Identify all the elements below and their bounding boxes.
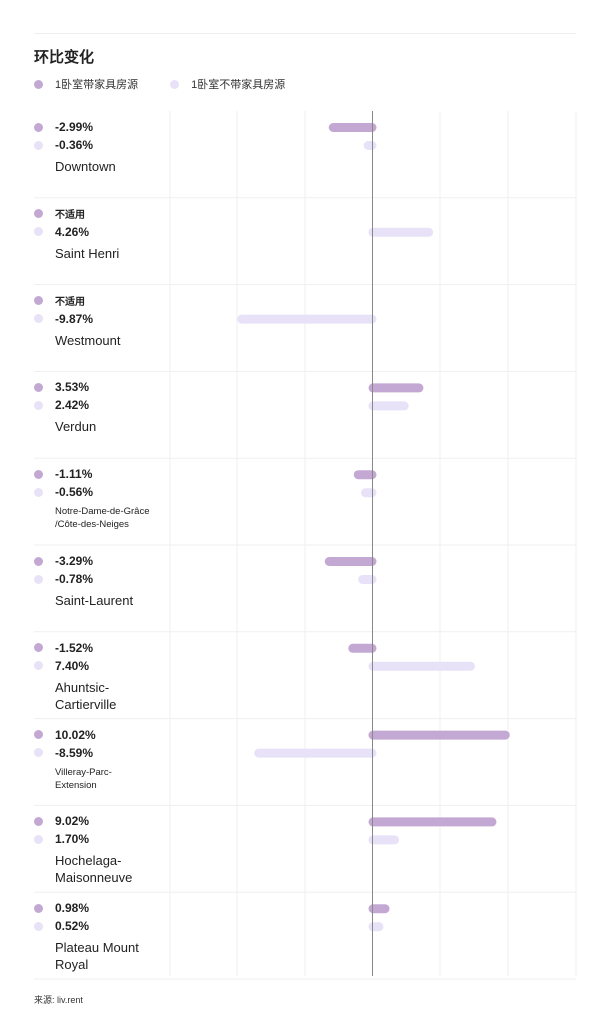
row-label: -1.52% 7.40% Ahuntsic- Cartierville — [34, 639, 165, 713]
value-line: -8.59% — [34, 744, 175, 762]
value-line: -0.36% — [34, 136, 165, 154]
bar-furnished — [369, 383, 424, 392]
value-line: -1.52% — [34, 639, 165, 657]
value-label: -0.36% — [55, 138, 93, 152]
row-label: 9.02% 1.70% Hochelaga- Maisonneuve — [34, 812, 165, 886]
value-label: 2.42% — [55, 398, 89, 412]
series-dot — [34, 904, 43, 913]
value-label: 4.26% — [55, 225, 89, 239]
value-line: 0.98% — [34, 899, 165, 917]
series-dot — [34, 209, 43, 218]
bar-unfurnished — [369, 401, 409, 410]
row-label: -1.11% -0.56% Notre-Dame-de-Grâce/Côte-des… — [34, 465, 175, 531]
bar-unfurnished — [369, 922, 384, 931]
category-label: Hochelaga- Maisonneuve — [55, 852, 165, 886]
value-line: -1.11% — [34, 465, 175, 483]
series-dot — [34, 557, 43, 566]
bar-furnished — [325, 557, 377, 566]
series-dot — [34, 470, 43, 479]
value-label: -9.87% — [55, 312, 93, 326]
value-label: -0.56% — [55, 485, 93, 499]
category-label: Villeray-Parc- Extension — [55, 766, 175, 792]
source-note: 来源: liv.rent — [34, 993, 83, 1006]
value-label: 不适用 — [55, 293, 85, 308]
bar-unfurnished — [358, 575, 376, 584]
category-label: Ahuntsic- Cartierville — [55, 679, 165, 713]
bar-furnished — [369, 817, 497, 826]
bar-furnished — [354, 470, 377, 479]
category-label: Saint Henri — [55, 245, 165, 262]
value-label: -3.29% — [55, 554, 93, 568]
value-label: -8.59% — [55, 746, 93, 760]
series-dot — [34, 401, 43, 410]
value-label: 3.53% — [55, 380, 89, 394]
value-line: 不适用 — [34, 205, 165, 223]
series-dot — [34, 123, 43, 132]
series-dot — [34, 575, 43, 584]
series-dot — [34, 141, 43, 150]
value-label: -1.52% — [55, 641, 93, 655]
series-dot — [34, 296, 43, 305]
row-label: 不适用 4.26% Saint Henri — [34, 205, 165, 262]
value-line: -9.87% — [34, 310, 165, 328]
bar-furnished — [369, 731, 510, 740]
bar-unfurnished — [237, 315, 376, 324]
value-label: 7.40% — [55, 659, 89, 673]
series-dot — [34, 748, 43, 757]
bar-furnished — [329, 123, 377, 132]
value-line: 1.70% — [34, 830, 165, 848]
series-dot — [34, 922, 43, 931]
row-label: -2.99% -0.36% Downtown — [34, 118, 165, 175]
value-line: 10.02% — [34, 726, 175, 744]
category-label: Westmount — [55, 332, 165, 349]
value-label: 1.70% — [55, 832, 89, 846]
series-dot — [34, 227, 43, 236]
value-line: 不适用 — [34, 292, 165, 310]
series-dot — [34, 383, 43, 392]
row-label: 不适用 -9.87% Westmount — [34, 292, 165, 349]
row-label: 3.53% 2.42% Verdun — [34, 378, 165, 435]
category-label: Downtown — [55, 158, 165, 175]
value-line: -3.29% — [34, 552, 165, 570]
category-label: Plateau Mount Royal — [55, 939, 165, 973]
value-line: 7.40% — [34, 657, 165, 675]
value-label: 不适用 — [55, 206, 85, 221]
series-dot — [34, 314, 43, 323]
series-dot — [34, 488, 43, 497]
bar-unfurnished — [254, 749, 376, 758]
bar-unfurnished — [361, 488, 376, 497]
value-line: 9.02% — [34, 812, 165, 830]
value-label: -1.11% — [55, 467, 92, 481]
row-label: -3.29% -0.78% Saint-Laurent — [34, 552, 165, 609]
bar-furnished — [369, 904, 390, 913]
row-label: 10.02% -8.59% Villeray-Parc- Extension — [34, 726, 175, 792]
category-label: Saint-Laurent — [55, 592, 165, 609]
series-dot — [34, 643, 43, 652]
value-line: 2.42% — [34, 396, 165, 414]
value-label: -2.99% — [55, 120, 93, 134]
value-line: -2.99% — [34, 118, 165, 136]
value-line: 3.53% — [34, 378, 165, 396]
value-label: -0.78% — [55, 572, 93, 586]
value-line: -0.78% — [34, 570, 165, 588]
series-dot — [34, 835, 43, 844]
value-label: 0.98% — [55, 901, 89, 915]
value-label: 9.02% — [55, 814, 89, 828]
value-label: 0.52% — [55, 919, 89, 933]
value-label: 10.02% — [55, 728, 96, 742]
series-dot — [34, 730, 43, 739]
bar-unfurnished — [364, 141, 377, 150]
series-dot — [34, 661, 43, 670]
category-label: Verdun — [55, 418, 165, 435]
category-label: Notre-Dame-de-Grâce/Côte-des-Neiges — [55, 505, 175, 531]
value-line: -0.56% — [34, 483, 175, 501]
value-line: 4.26% — [34, 223, 165, 241]
series-dot — [34, 817, 43, 826]
row-label: 0.98% 0.52% Plateau Mount Royal — [34, 899, 165, 973]
bar-unfurnished — [369, 835, 400, 844]
bar-unfurnished — [369, 662, 475, 671]
bar-unfurnished — [369, 228, 434, 237]
value-line: 0.52% — [34, 917, 165, 935]
